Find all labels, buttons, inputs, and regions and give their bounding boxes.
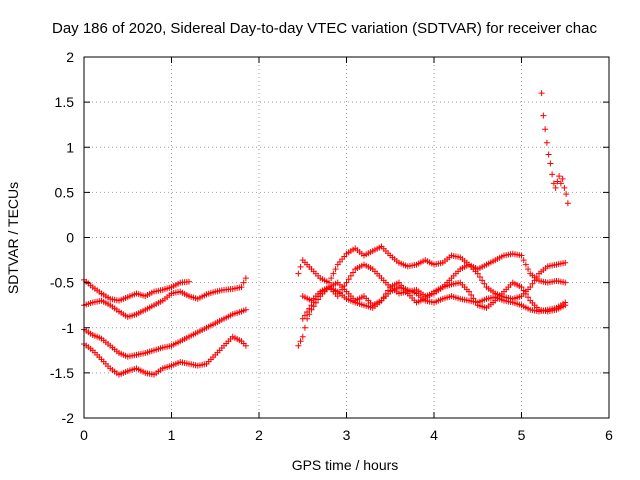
data-point	[341, 283, 348, 290]
data-point	[295, 270, 302, 277]
data-point	[556, 173, 563, 180]
y-tick-label: -2	[62, 410, 75, 426]
y-tick-label: 0.5	[55, 184, 75, 200]
data-point	[242, 306, 249, 313]
y-tick-label: 1.5	[55, 94, 75, 110]
data-point	[550, 180, 557, 187]
x-tick-label: 4	[430, 427, 438, 443]
data-point	[299, 333, 306, 340]
data-point	[561, 184, 568, 191]
data-point	[518, 252, 525, 259]
data-point	[350, 269, 357, 276]
data-point	[474, 270, 481, 277]
data-point	[466, 288, 472, 295]
data-point	[328, 275, 335, 282]
data-point	[240, 279, 247, 286]
y-axis-label: SDTVAR / TECUs	[5, 182, 21, 294]
series-track-a	[81, 276, 192, 304]
data-point	[547, 160, 554, 167]
data-point	[527, 284, 534, 291]
data-point	[343, 279, 350, 286]
data-point	[301, 312, 308, 319]
data-point	[542, 126, 549, 133]
y-tick-label: 1	[66, 139, 74, 155]
data-point	[301, 324, 308, 331]
data-point	[347, 272, 354, 279]
data-point	[299, 315, 306, 322]
data-point	[538, 90, 545, 97]
data-point	[562, 299, 569, 306]
data-point	[564, 200, 571, 207]
data-point	[479, 277, 486, 284]
data-point	[242, 275, 249, 282]
y-tick-label: 0	[66, 230, 74, 246]
x-tick-label: 5	[518, 427, 526, 443]
data-point	[468, 292, 475, 299]
data-point	[540, 112, 547, 119]
series-track-i	[538, 90, 571, 207]
data-layer	[81, 90, 571, 378]
data-point	[543, 139, 550, 146]
series-track-h	[299, 284, 569, 322]
y-tick-label: -1	[62, 320, 75, 336]
data-point	[297, 263, 304, 270]
data-point	[306, 305, 313, 312]
data-point	[525, 266, 532, 273]
data-point	[562, 259, 569, 266]
series-track-e	[295, 243, 569, 286]
data-point	[186, 278, 192, 285]
data-point	[332, 266, 339, 273]
data-point	[297, 338, 304, 345]
series-track-b	[81, 275, 249, 320]
series-track-c	[81, 306, 249, 360]
data-point	[549, 171, 556, 178]
data-point	[345, 276, 352, 283]
data-point	[563, 191, 570, 198]
data-point	[330, 270, 337, 277]
data-point	[559, 175, 566, 182]
data-point	[522, 261, 529, 268]
data-point	[295, 342, 302, 349]
x-tick-label: 0	[80, 427, 88, 443]
data-point	[531, 277, 538, 284]
data-point	[242, 342, 249, 349]
x-tick-label: 3	[343, 427, 351, 443]
data-point	[552, 184, 559, 191]
data-point	[545, 151, 552, 158]
data-point	[533, 273, 540, 280]
x-axis-label: GPS time / hours	[292, 457, 399, 473]
chart-title: Day 186 of 2020, Sidereal Day-to-day VTE…	[52, 20, 597, 37]
data-point	[562, 279, 569, 286]
data-point	[339, 286, 346, 293]
data-point	[518, 284, 525, 291]
grid-layer	[84, 57, 609, 418]
y-tick-label: -1.5	[50, 365, 74, 381]
series-track-f	[295, 279, 569, 349]
data-point	[529, 280, 536, 287]
data-point	[557, 180, 564, 187]
series-track-d	[81, 333, 249, 378]
data-point	[554, 178, 561, 185]
x-tick-label: 1	[168, 427, 176, 443]
axis-layer: 0 1 2 3 4 5 6 -2 -1.5 -1 -0.5 0 0.5 1 1.5 2	[50, 49, 613, 443]
y-tick-label: 2	[66, 49, 74, 65]
data-point	[520, 257, 527, 264]
x-tick-label: 6	[605, 427, 613, 443]
x-tick-label: 2	[255, 427, 263, 443]
data-point	[476, 273, 483, 280]
data-point	[525, 294, 532, 301]
data-point	[481, 280, 488, 287]
data-point	[238, 284, 245, 291]
y-tick-label: -0.5	[50, 275, 74, 291]
data-point	[304, 308, 311, 315]
